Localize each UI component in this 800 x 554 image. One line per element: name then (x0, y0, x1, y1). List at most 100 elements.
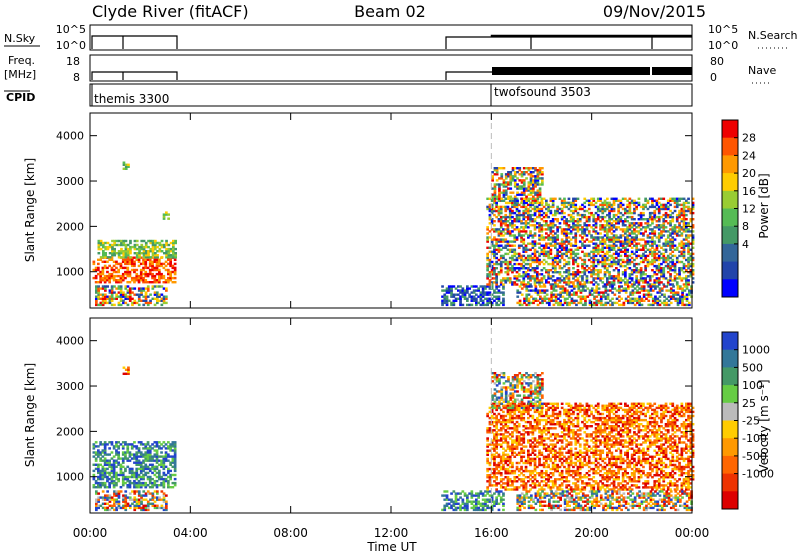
power-cell (657, 267, 661, 270)
velocity-cell (155, 465, 159, 468)
power-cell (628, 242, 632, 245)
power-cell (495, 240, 498, 243)
power-cell (628, 203, 632, 207)
power-cell (112, 274, 116, 278)
nsky-trace (91, 34, 692, 49)
velocity-cell (142, 461, 145, 464)
power-cell (679, 285, 682, 288)
velocity-cell (137, 502, 141, 505)
power-cell (687, 252, 690, 256)
power-cell (502, 195, 506, 198)
power-cell (664, 215, 668, 219)
power-cell (599, 220, 602, 223)
velocity-cell (126, 504, 130, 507)
power-cell (612, 258, 616, 262)
power-cell (158, 279, 161, 282)
power-cell (569, 254, 573, 258)
power-cell (691, 273, 695, 276)
power-cell (554, 211, 557, 215)
power-cell (502, 230, 505, 233)
power-cell (545, 199, 548, 202)
power-cell (533, 271, 537, 274)
velocity-cell (94, 467, 98, 471)
power-cell (443, 289, 447, 292)
power-cell (585, 281, 589, 284)
velocity-cell (486, 498, 489, 501)
velocity-cell (167, 447, 170, 450)
power-cell (554, 197, 557, 200)
power-cell (495, 173, 499, 176)
power-cell (685, 297, 689, 300)
power-cell (569, 226, 573, 229)
power-cell (450, 289, 453, 292)
power-cell (106, 274, 109, 278)
power-cell (529, 183, 533, 186)
power-cell (126, 297, 130, 300)
power-cell (94, 274, 98, 278)
power-cell (513, 224, 517, 227)
power-cell (648, 283, 652, 286)
power-cell (568, 293, 571, 296)
power-cell (504, 222, 508, 225)
power-cell (527, 285, 531, 288)
power-cell (530, 301, 533, 305)
power-cell (630, 242, 634, 245)
power-cell (673, 197, 677, 200)
power-cell (657, 224, 661, 227)
power-cell (628, 240, 632, 243)
power-cell (104, 245, 107, 249)
power-cell (124, 297, 128, 300)
velocity-cell (443, 494, 447, 497)
power-cell (541, 181, 544, 184)
power-cell (515, 267, 519, 270)
power-cell (517, 211, 521, 215)
velocity-cell (495, 496, 498, 499)
velocity-cell (486, 449, 489, 452)
velocity-cell (493, 455, 496, 458)
velocity-cell (511, 488, 514, 491)
velocity-cell (104, 506, 107, 510)
power-cell (687, 207, 690, 211)
velocity-cell (135, 486, 139, 489)
power-cell (678, 209, 681, 213)
power-cell (548, 301, 551, 305)
power-cell (610, 244, 614, 247)
power-cell (606, 252, 609, 256)
power-cell (509, 187, 513, 190)
velocity-cell (103, 459, 107, 462)
velocity-cell (495, 490, 498, 493)
power-cell (481, 293, 485, 296)
power-cell (507, 197, 510, 200)
power-cell (691, 262, 695, 266)
velocity-cell (117, 477, 120, 481)
power-cell (669, 242, 672, 245)
power-cell (142, 272, 145, 276)
power-cell (522, 254, 526, 258)
power-cell (663, 301, 666, 305)
velocity-cell (511, 418, 514, 422)
velocity-cell (502, 447, 505, 450)
power-cell (138, 254, 141, 257)
power-cell (657, 277, 661, 280)
velocity-cell (461, 506, 465, 510)
power-cell (583, 230, 587, 233)
power-cell (587, 271, 591, 274)
power-cell (647, 291, 651, 294)
power-cell (599, 207, 602, 211)
power-cell (529, 254, 532, 258)
velocity-cell (167, 486, 170, 489)
velocity-cell (95, 490, 98, 493)
velocity-cell (106, 475, 109, 479)
power-cell (536, 193, 540, 196)
power-cell (585, 220, 589, 223)
velocity-cell (493, 480, 496, 483)
power-cell (171, 281, 175, 284)
power-cell (606, 220, 609, 223)
power-cell (511, 240, 514, 243)
power-cell (153, 303, 157, 307)
power-cell (506, 224, 510, 227)
velocity-cell (162, 463, 166, 466)
power-cell (538, 254, 541, 258)
power-cell (486, 254, 489, 258)
velocity-cell (164, 477, 168, 481)
